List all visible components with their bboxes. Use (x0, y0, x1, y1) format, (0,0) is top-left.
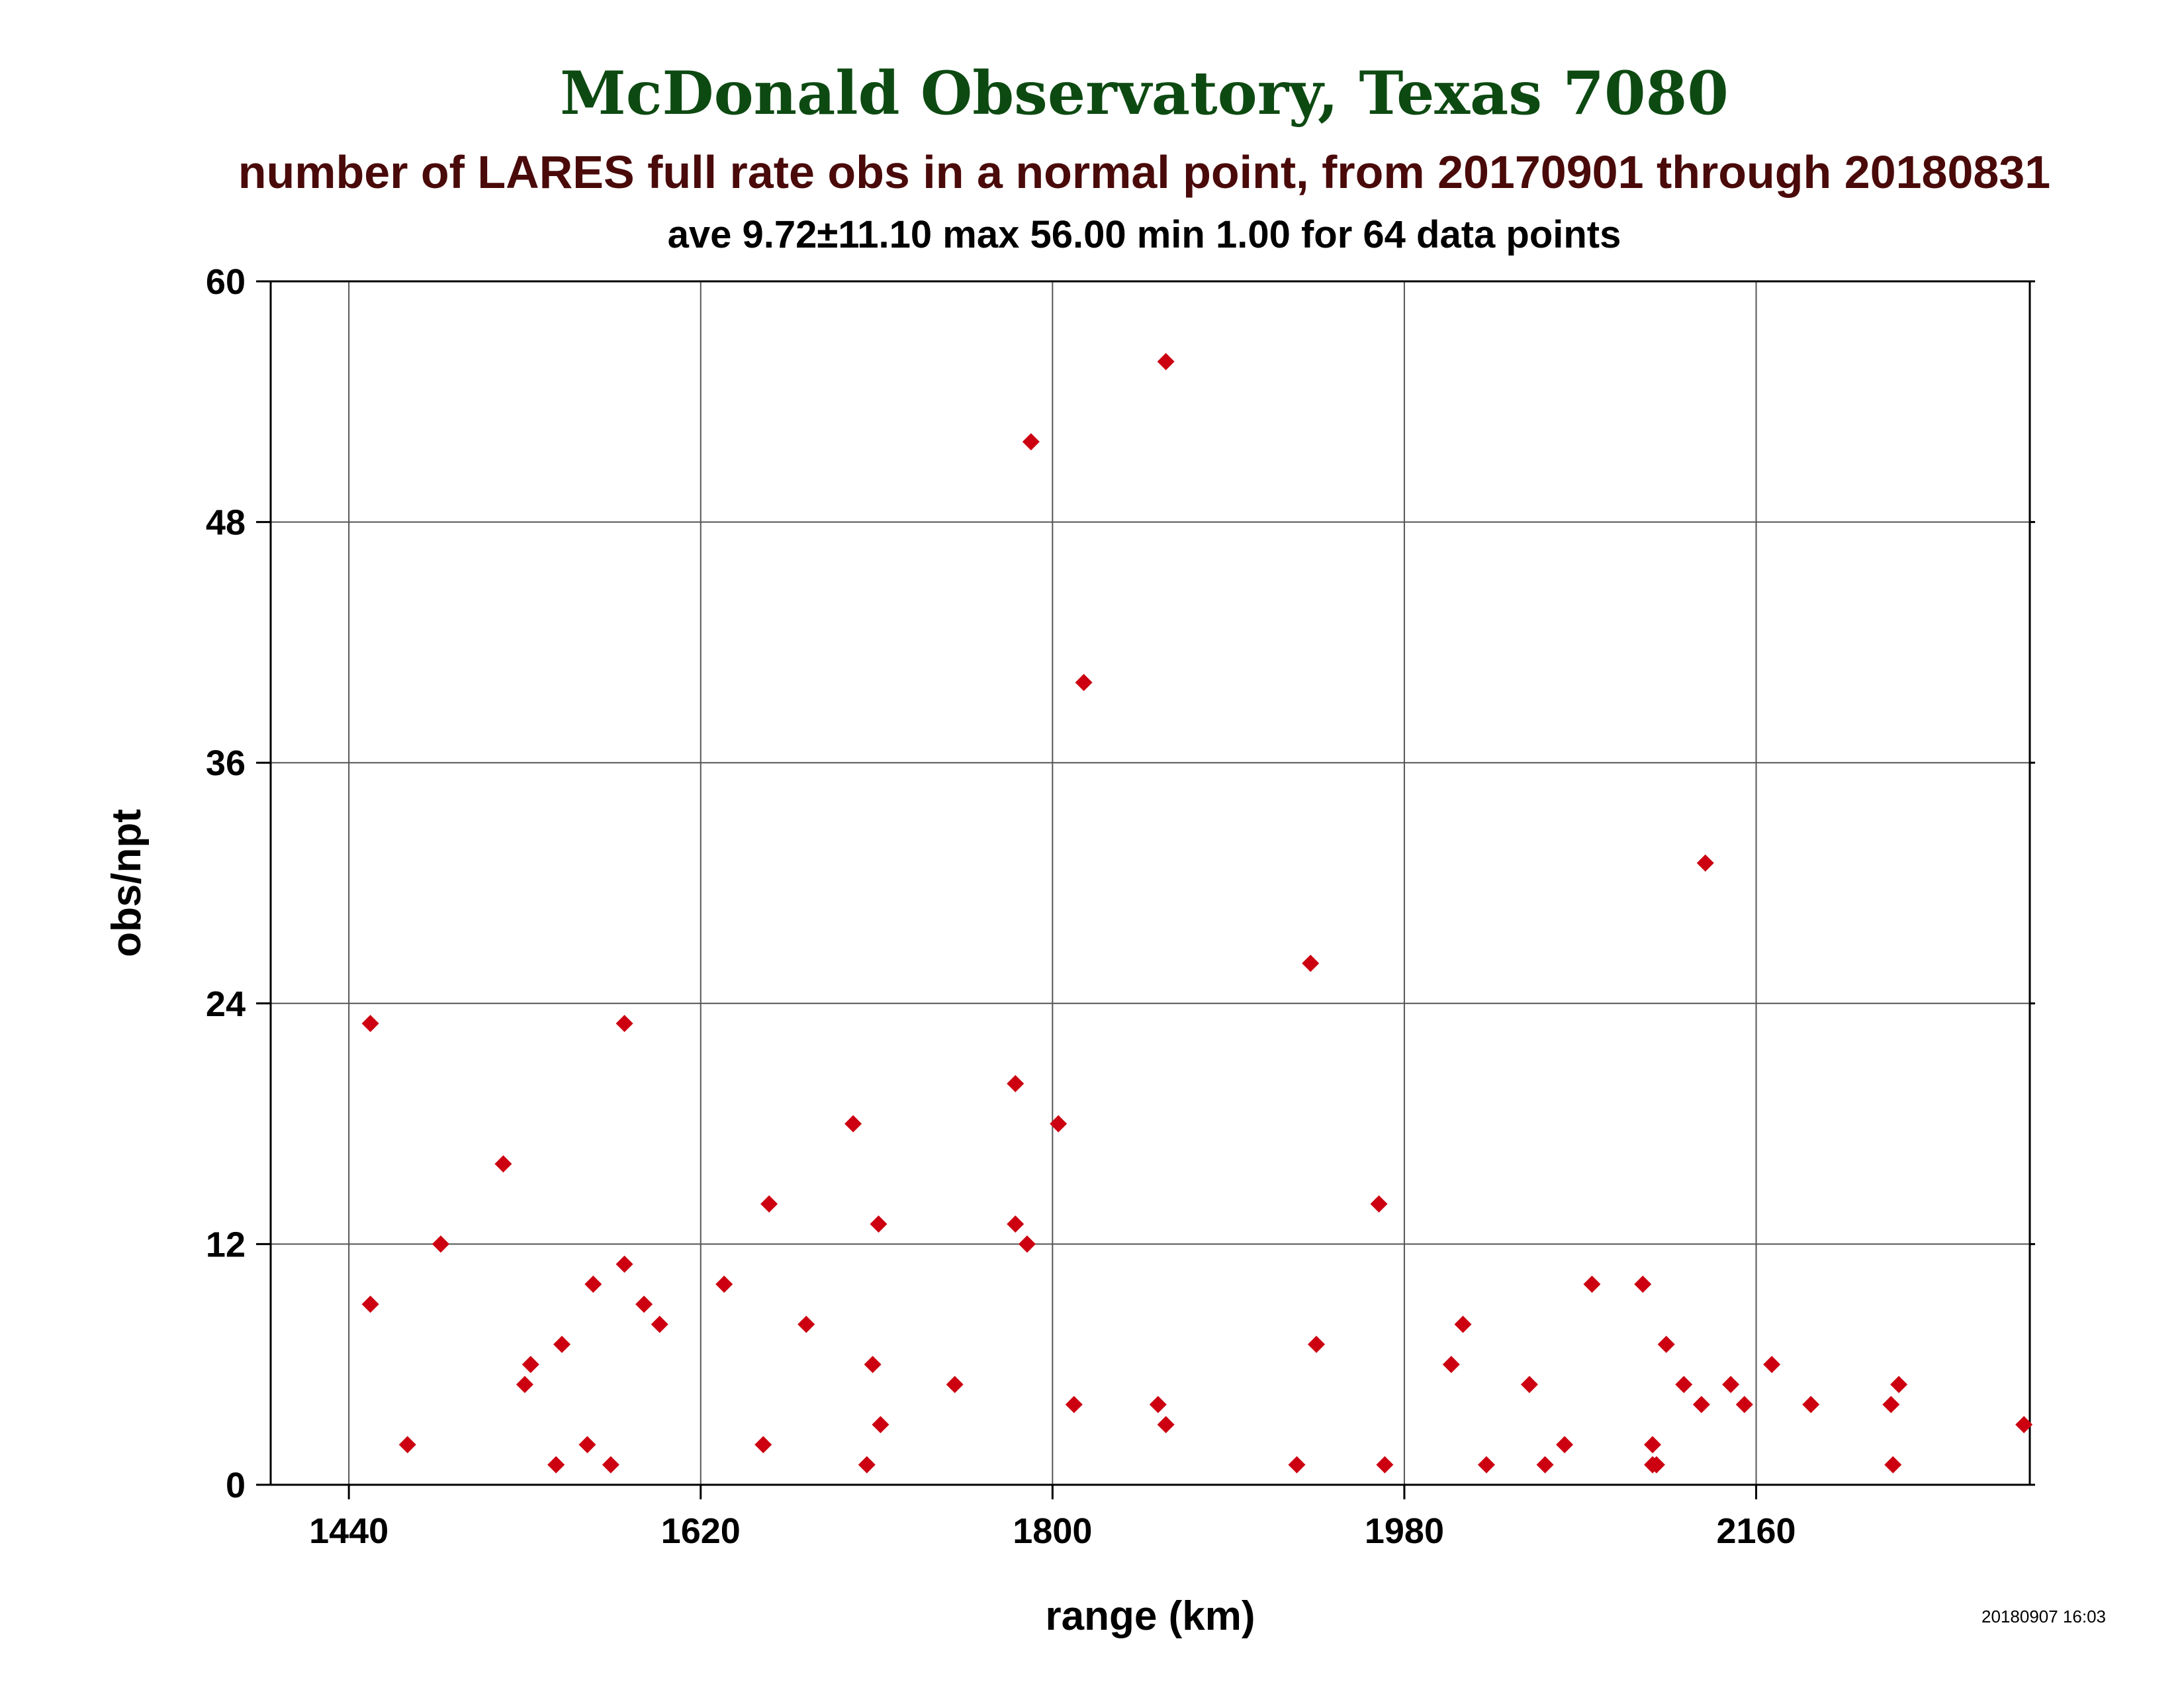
data-point (1018, 1235, 1036, 1253)
plot-frame (269, 280, 2031, 1486)
data-point (1308, 1335, 1326, 1353)
data-point (398, 1436, 416, 1454)
data-point (547, 1456, 565, 1474)
chart-subtitle: number of LARES full rate obs in a norma… (238, 146, 2050, 198)
data-point (715, 1276, 733, 1293)
data-point (1007, 1075, 1024, 1092)
data-point (1692, 1395, 1710, 1413)
data-point (1890, 1376, 1908, 1393)
data-point (1657, 1335, 1675, 1353)
data-point (1884, 1456, 1902, 1474)
data-point (522, 1356, 539, 1374)
data-point (870, 1215, 887, 1233)
data-point (1634, 1276, 1652, 1293)
x-tick-label: 1980 (1365, 1511, 1444, 1551)
data-point (1556, 1436, 1574, 1454)
data-point (1882, 1395, 1900, 1413)
data-point (864, 1356, 882, 1374)
data-point (2015, 1416, 2033, 1434)
data-point (615, 1015, 633, 1033)
data-point (651, 1315, 668, 1333)
data-point (1302, 955, 1320, 972)
data-point (1022, 433, 1040, 451)
data-point (858, 1456, 876, 1474)
data-points (361, 353, 2033, 1474)
data-point (1583, 1276, 1601, 1293)
data-point (1149, 1395, 1167, 1413)
data-point (432, 1235, 449, 1253)
data-point (1696, 854, 1714, 872)
x-tick-label: 1800 (1013, 1511, 1092, 1551)
y-tick-label: 36 (206, 743, 246, 783)
data-point (602, 1456, 619, 1474)
data-point (1157, 353, 1175, 371)
data-point (494, 1155, 512, 1173)
grid-lines (271, 281, 2030, 1485)
data-point (1802, 1395, 1820, 1413)
data-point (584, 1276, 602, 1293)
x-axis-label: range (km) (1046, 1593, 1255, 1639)
data-point (361, 1295, 379, 1313)
data-point (1536, 1456, 1554, 1474)
data-point (1763, 1356, 1781, 1374)
data-point (1007, 1215, 1024, 1233)
data-point (578, 1436, 596, 1454)
data-point (1644, 1436, 1662, 1454)
data-point (844, 1115, 862, 1133)
y-axis-label: obs/npt (104, 809, 150, 957)
y-tick-label: 60 (206, 262, 246, 302)
chart-title: McDonald Observatory, Texas 7080 (560, 58, 1729, 128)
data-point (361, 1015, 379, 1033)
data-point (1376, 1456, 1394, 1474)
data-point (1647, 1456, 1665, 1474)
y-tick-label: 24 (206, 984, 246, 1024)
data-point (516, 1376, 533, 1393)
chart-stats-line: ave 9.72±11.10 max 56.00 min 1.00 for 64… (668, 213, 1621, 256)
data-point (1370, 1195, 1388, 1213)
data-point (1075, 674, 1093, 691)
y-tick-label: 0 (226, 1466, 246, 1505)
y-tick-label: 12 (206, 1225, 246, 1264)
data-point (1520, 1376, 1538, 1393)
data-point (1675, 1376, 1693, 1393)
data-point (1442, 1356, 1460, 1374)
x-tick-label: 1440 (309, 1511, 388, 1551)
data-point (553, 1335, 571, 1353)
timestamp: 20180907 16:03 (1981, 1607, 2106, 1626)
data-point (635, 1295, 653, 1313)
axis-ticks: 1440 1620 1800 1980 2160 0 12 24 36 48 60 (206, 262, 2035, 1551)
x-tick-label: 1620 (661, 1511, 741, 1551)
data-point (1722, 1376, 1740, 1393)
data-point (1735, 1395, 1753, 1413)
data-point (1454, 1315, 1472, 1333)
data-point (1288, 1456, 1306, 1474)
data-point (615, 1255, 633, 1273)
y-tick-label: 48 (206, 503, 246, 543)
data-point (872, 1416, 889, 1434)
data-point (797, 1315, 815, 1333)
data-point (1477, 1456, 1495, 1474)
x-tick-label: 2160 (1716, 1511, 1796, 1551)
data-point (760, 1195, 778, 1213)
data-point (1050, 1115, 1068, 1133)
data-point (1065, 1395, 1083, 1413)
data-point (1157, 1416, 1175, 1434)
data-point (754, 1436, 772, 1454)
data-point (946, 1376, 964, 1393)
